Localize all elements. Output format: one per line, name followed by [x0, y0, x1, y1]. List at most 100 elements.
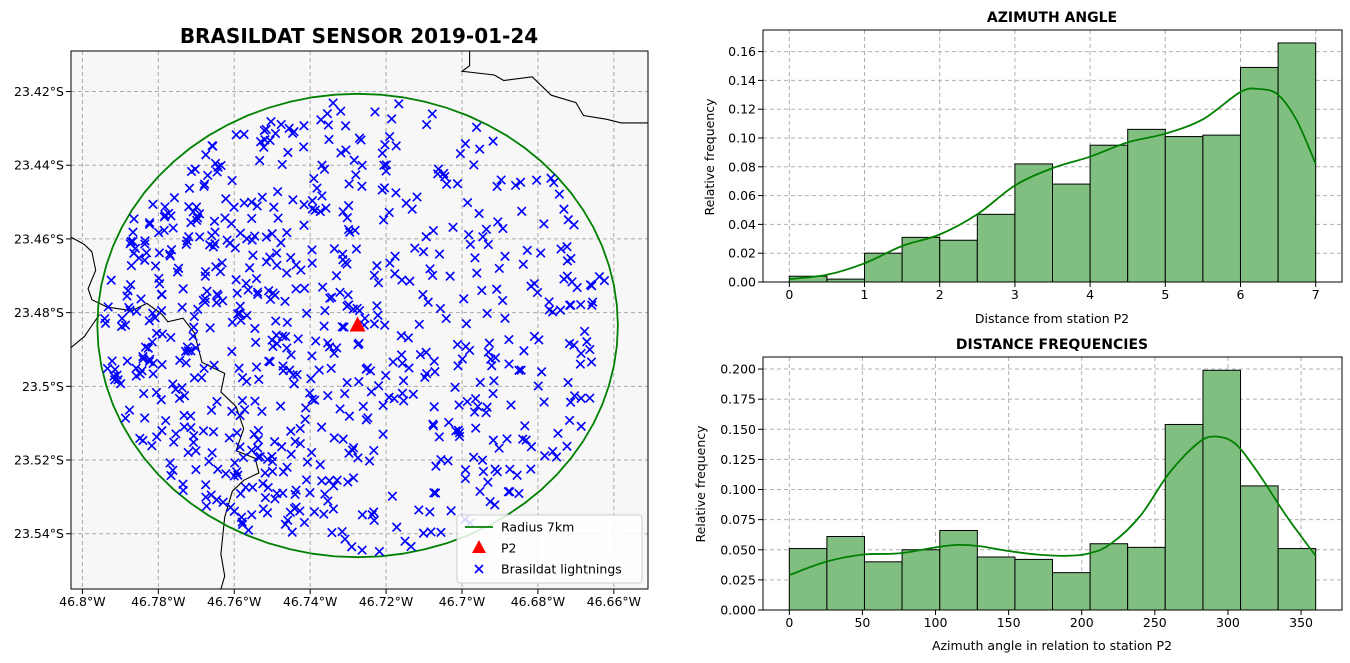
hist2-y-tick-label: 0.150	[720, 422, 756, 437]
lightning-point	[170, 384, 181, 395]
lightning-point	[426, 527, 436, 537]
hist1-x-tick-label: 7	[1312, 287, 1320, 302]
lightning-point	[286, 426, 296, 436]
lightning-point	[151, 328, 162, 339]
lightning-point	[284, 365, 295, 375]
lightning-point	[168, 379, 178, 389]
lightning-point	[168, 465, 178, 476]
lightning-point	[126, 236, 136, 247]
lightning-point	[418, 246, 429, 257]
lightning-point	[397, 388, 408, 399]
lightning-point	[344, 227, 355, 237]
map-boundary-line	[71, 314, 100, 349]
lightning-point	[331, 343, 342, 353]
map-title: BRASILDAT SENSOR 2019-01-24	[180, 24, 538, 48]
lightning-point	[231, 274, 241, 285]
lightning-point	[250, 323, 260, 334]
lightning-point	[265, 294, 276, 305]
legend-box	[456, 514, 643, 584]
lightning-point	[398, 396, 409, 406]
lightning-point	[531, 175, 542, 185]
lightning-point	[272, 186, 283, 197]
lightning-point	[506, 400, 516, 410]
lightning-point	[260, 492, 271, 503]
lightning-point	[182, 342, 193, 352]
lightning-point	[582, 336, 592, 347]
lightning-point	[128, 227, 138, 237]
lightning-point	[138, 388, 149, 399]
lightning-point	[286, 449, 296, 459]
lightning-point	[372, 301, 382, 311]
lightning-point	[319, 164, 330, 174]
lightning-point	[323, 390, 333, 401]
lightning-point	[151, 387, 162, 398]
lightning-point	[500, 313, 510, 324]
lightning-point	[147, 337, 158, 347]
lightning-point	[338, 254, 348, 265]
hist2-x-tick-label: 200	[1070, 615, 1094, 630]
lightning-point	[175, 355, 185, 366]
lightning-point	[586, 357, 597, 367]
lightning-point	[181, 239, 192, 250]
lightning-point	[188, 437, 199, 448]
lightning-point	[539, 219, 549, 229]
lightning-point	[269, 436, 280, 447]
lightning-point	[450, 382, 460, 393]
lightning-point	[576, 348, 586, 359]
hist2-bar	[976, 556, 1016, 611]
hist2-y-tick-label: 0.200	[720, 362, 756, 377]
lightning-point	[258, 478, 268, 489]
lightning-point	[199, 181, 209, 192]
lightning-point	[288, 195, 298, 205]
hist2-bar	[1240, 485, 1279, 611]
lightning-point	[407, 204, 417, 214]
lightning-point	[208, 141, 218, 151]
lightning-point	[373, 310, 383, 321]
lightning-point	[434, 249, 445, 259]
lightning-point	[201, 150, 211, 160]
lightning-point	[504, 486, 515, 497]
lightning-point	[140, 236, 150, 246]
hist2-bar	[939, 529, 978, 611]
lightning-point	[329, 244, 340, 254]
hist2-bar	[1014, 558, 1053, 611]
lightning-point	[441, 179, 452, 189]
lightning-point	[425, 507, 435, 517]
hist1-bar	[1202, 134, 1241, 283]
lightning-point	[356, 135, 366, 145]
hist2-bar	[1164, 423, 1204, 611]
lightning-point	[131, 363, 141, 373]
lightning-point	[436, 454, 446, 465]
lightning-point	[153, 227, 164, 238]
lightning-point	[237, 395, 248, 406]
lightning-point	[521, 435, 531, 445]
lightning-point	[398, 375, 409, 386]
lightning-point	[316, 476, 327, 486]
lightning-point	[526, 441, 537, 452]
lightning-point	[342, 212, 353, 223]
azimuth-angle-histogram: AZIMUTH ANGLE Distance from station P2 R…	[702, 10, 1343, 326]
lightning-point	[191, 464, 201, 475]
lightning-point	[514, 488, 524, 499]
lightning-point	[452, 339, 463, 350]
lightning-point	[241, 278, 251, 289]
lightning-point	[227, 317, 238, 328]
lightning-point	[562, 441, 572, 452]
lightning-point	[485, 496, 495, 507]
lightning-point	[421, 368, 432, 379]
lightning-point	[289, 379, 299, 389]
lightning-point	[277, 159, 287, 170]
lightning-point	[103, 302, 113, 312]
lightning-point	[460, 138, 471, 149]
map-y-tick-label: 23.54°S	[14, 526, 64, 541]
hist2-bar	[1127, 546, 1166, 611]
lightning-point	[253, 425, 264, 436]
lightning-point	[500, 251, 510, 262]
hist1-y-tick-label: 0.12	[728, 102, 756, 117]
lightning-point	[380, 370, 391, 381]
station-p2-marker	[349, 316, 366, 332]
lightning-point	[380, 140, 390, 150]
map-y-tick-label: 23.52°S	[14, 453, 64, 468]
lightning-point	[412, 192, 422, 202]
